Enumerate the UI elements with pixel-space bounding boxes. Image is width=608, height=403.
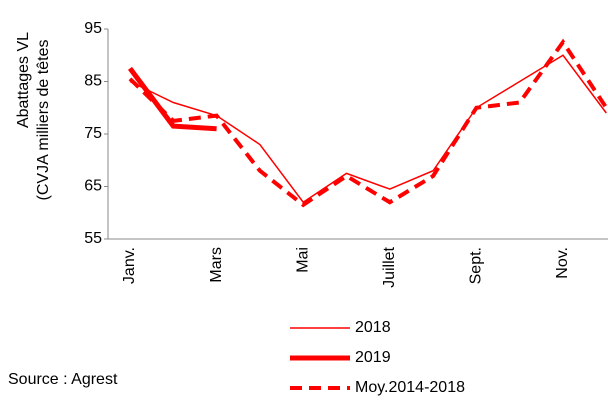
x-tick-label: Nov. bbox=[554, 247, 571, 279]
y-tick-label: 85 bbox=[84, 73, 102, 90]
line-series bbox=[129, 54, 607, 204]
x-tick-label: Mars bbox=[208, 247, 225, 283]
x-tick-label: Juillet bbox=[381, 246, 398, 287]
y-tick-label: 75 bbox=[84, 125, 102, 142]
source: Source : Agrest bbox=[8, 371, 118, 388]
y-tick-label: 55 bbox=[84, 230, 102, 247]
x-tick-label: Mai bbox=[294, 247, 311, 273]
line-series bbox=[128, 38, 608, 208]
legend-label: 2018 bbox=[355, 319, 391, 336]
y-axis-label: (CVJA milliers de têtes bbox=[35, 40, 52, 201]
y-tick-label: 65 bbox=[84, 178, 102, 195]
x-tick-label: Sept. bbox=[468, 247, 485, 284]
y-axis-label: Abattages VL bbox=[15, 32, 32, 128]
line-series bbox=[127, 66, 217, 132]
y-tick-label: 95 bbox=[84, 20, 102, 37]
x-tick-label: Janv. bbox=[121, 247, 138, 284]
legend-label: Moy.2014-2018 bbox=[355, 379, 465, 396]
legend-label: 2019 bbox=[355, 349, 391, 366]
